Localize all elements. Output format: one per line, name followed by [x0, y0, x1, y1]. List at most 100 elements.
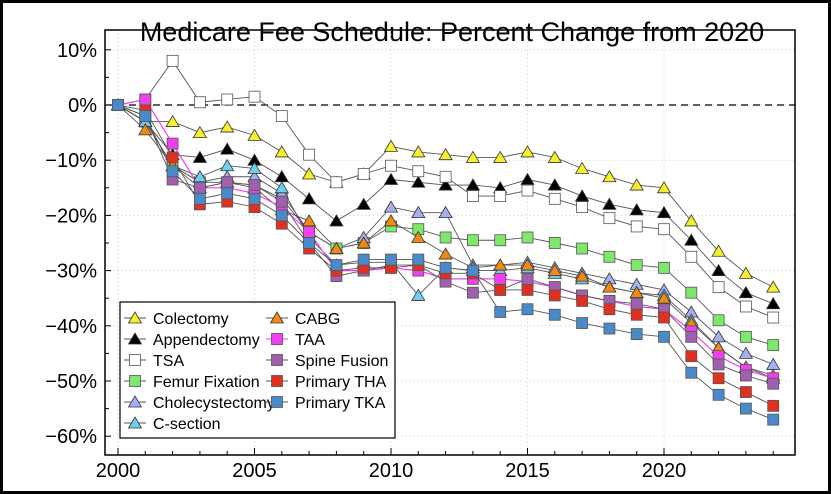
legend-marker-cholecystectomy [127, 395, 143, 408]
point-spine-fusion [712, 358, 725, 371]
point-appendectomy [765, 296, 781, 310]
legend-label: Primary TKA [295, 395, 386, 412]
point-tsa [221, 93, 234, 106]
point-primary-tka [685, 366, 698, 379]
point-colectomy [574, 161, 590, 174]
point-femur-fixation [521, 231, 534, 244]
legend-marker-taa [271, 333, 283, 345]
point-tsa [466, 190, 479, 202]
point-colectomy [738, 266, 754, 279]
point-femur-fixation [767, 339, 780, 352]
point-tsa [303, 148, 316, 161]
x-tick-label: 2020 [642, 460, 687, 482]
point-appendectomy [465, 178, 481, 191]
point-cholecystectomy [738, 346, 754, 359]
y-tick-label: −30% [45, 261, 97, 283]
point-spine-fusion [630, 297, 643, 310]
point-primary-tha [712, 372, 725, 385]
legend-marker-c-section [127, 416, 143, 429]
point-appendectomy [192, 150, 208, 163]
point-appendectomy [219, 142, 235, 155]
point-femur-fixation [712, 314, 725, 327]
point-primary-tka [712, 388, 725, 401]
y-tick-label: −60% [45, 426, 97, 448]
point-taa [303, 226, 316, 238]
point-primary-tka [630, 328, 643, 340]
point-tsa [275, 110, 288, 122]
point-tsa [576, 201, 588, 214]
point-colectomy [301, 167, 317, 180]
point-appendectomy [520, 172, 535, 185]
point-cabg [602, 280, 617, 293]
legend-label: TSA [153, 353, 184, 370]
y-tick-label: −10% [45, 150, 97, 172]
point-primary-tha [548, 289, 561, 302]
legend-marker-tsa [129, 354, 141, 366]
point-cholecystectomy [383, 200, 399, 213]
point-appendectomy [438, 178, 453, 191]
point-cabg [138, 123, 153, 136]
y-tick-label: −20% [45, 205, 97, 227]
point-primary-tka [658, 330, 670, 343]
point-spine-fusion [767, 377, 780, 390]
legend-marker-colectomy [127, 311, 143, 324]
legend-marker-primary-tka [271, 396, 283, 408]
point-cholecystectomy [411, 205, 426, 219]
series-markers [110, 54, 781, 426]
point-cabg [492, 258, 508, 271]
point-primary-tha [685, 350, 698, 363]
legend-label: Femur Fixation [153, 374, 260, 391]
point-primary-tka [412, 253, 425, 266]
legend-label: Cholecystectomy [153, 395, 275, 412]
point-cabg [356, 236, 371, 249]
point-spine-fusion [521, 272, 534, 285]
point-colectomy [411, 145, 426, 158]
point-primary-tha [576, 295, 588, 307]
point-colectomy [765, 280, 781, 293]
point-appendectomy [629, 203, 644, 216]
point-primary-tka [248, 192, 261, 205]
y-tick-label: 10% [57, 40, 97, 62]
legend-label: C-section [153, 416, 221, 433]
point-spine-fusion [275, 195, 288, 208]
point-cholecystectomy [438, 205, 453, 219]
point-taa [139, 93, 152, 106]
x-tick-label: 2000 [96, 460, 141, 482]
point-tsa [740, 300, 752, 313]
point-appendectomy [356, 197, 371, 210]
legend-marker-femur-fixation [129, 375, 141, 387]
point-primary-tka [357, 253, 370, 266]
point-colectomy [547, 150, 563, 163]
point-spine-fusion [193, 181, 206, 194]
point-primary-tha [767, 399, 780, 412]
point-spine-fusion [221, 176, 234, 189]
point-taa [494, 272, 507, 285]
point-colectomy [219, 120, 235, 133]
point-spine-fusion [740, 369, 752, 382]
point-femur-fixation [630, 259, 643, 271]
point-tsa [193, 96, 206, 109]
point-tsa [494, 190, 507, 202]
point-taa [166, 137, 179, 150]
point-femur-fixation [685, 286, 698, 299]
point-femur-fixation [740, 330, 752, 343]
point-tsa [357, 168, 370, 180]
point-c-section [192, 169, 208, 183]
point-tsa [658, 223, 670, 236]
point-spine-fusion [248, 179, 261, 191]
legend-label: TAA [295, 332, 325, 349]
point-tsa [166, 54, 179, 67]
point-tsa [712, 281, 725, 294]
point-primary-tka [521, 303, 534, 316]
point-colectomy [274, 145, 290, 158]
point-primary-tha [521, 284, 534, 296]
point-tsa [521, 184, 534, 197]
point-tsa [248, 90, 261, 103]
point-spine-fusion [466, 286, 479, 299]
point-primary-tha [166, 151, 179, 164]
point-tsa [385, 159, 397, 172]
point-appendectomy [574, 189, 590, 202]
point-primary-tka [548, 308, 561, 321]
point-cabg [301, 214, 317, 227]
legend-label: Spine Fusion [295, 353, 388, 370]
